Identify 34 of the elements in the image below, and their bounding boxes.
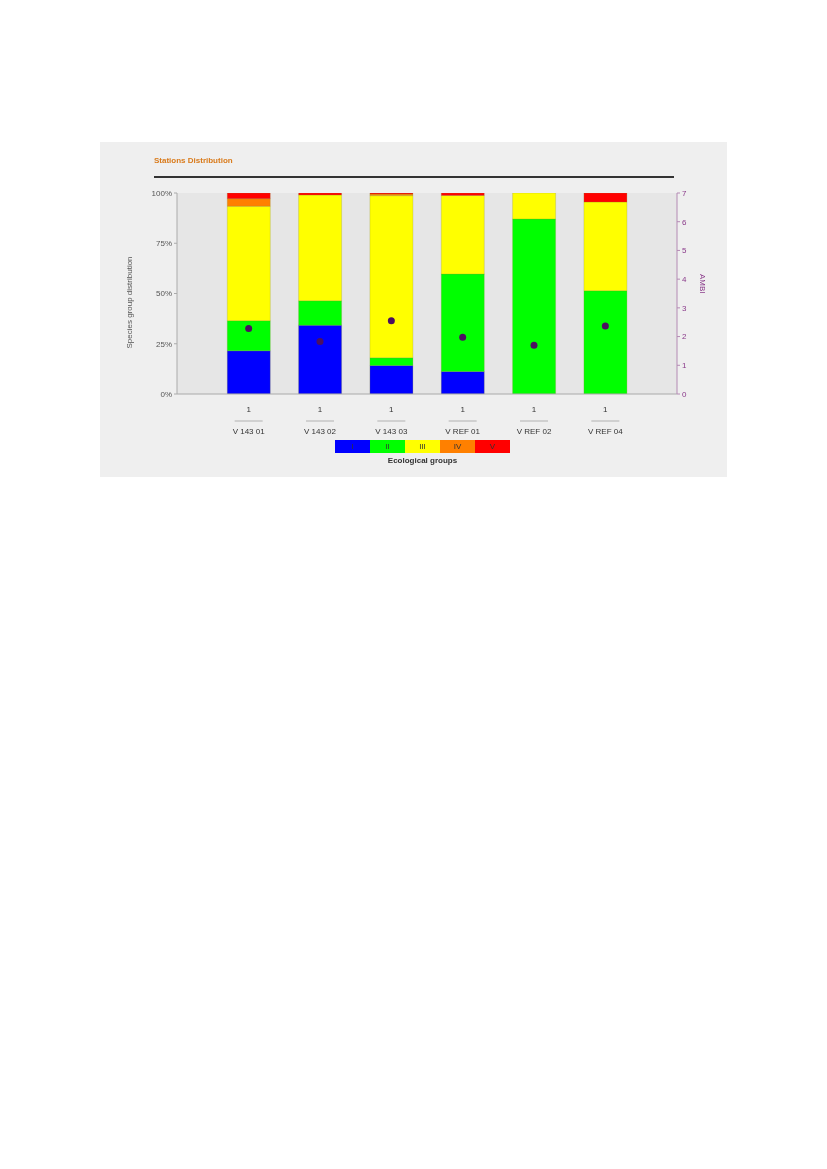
x-tick-label: V 143 01 (232, 427, 266, 436)
y2-tick-label: 2 (682, 332, 687, 342)
y2-axis-title: AMBI (698, 273, 708, 294)
text: 1 (460, 405, 466, 414)
text: 1 (531, 405, 537, 414)
text: III (405, 440, 440, 453)
x-tick-label: V 143 02 (303, 427, 337, 436)
text: 1 (317, 405, 323, 414)
y-axis-title: Species group distribution (124, 256, 134, 349)
y2-tick-label: 7 (682, 188, 687, 198)
text: 1 (603, 405, 609, 414)
x-tick-label: V 143 03 (375, 427, 408, 436)
y-tick-label: 25% (155, 339, 172, 349)
y2-tick-label: 1 (682, 361, 687, 371)
y-tick-label: 50% (155, 289, 172, 299)
y2-tick-label: 0 (682, 389, 687, 399)
y-tick-label: 100% (151, 188, 172, 198)
text: I (335, 440, 370, 453)
y2-tick-label: 6 (682, 217, 687, 227)
text: 1 (246, 405, 252, 414)
text: II (370, 440, 405, 453)
chart-title: Stations Distribution (154, 156, 233, 165)
text: V (475, 440, 510, 453)
x-tick-label: V REF 04 (587, 427, 624, 436)
y-tick-label: 75% (155, 239, 172, 249)
x-tick-label: V REF 02 (516, 427, 552, 436)
text: 1 (389, 405, 395, 414)
y2-tick-label: 5 (682, 246, 687, 256)
x-tick-label: V REF 01 (445, 427, 481, 436)
text: IV (440, 440, 475, 453)
y2-tick-label: 3 (682, 303, 687, 313)
y2-tick-label: 4 (682, 274, 687, 284)
y-tick-label: 0% (160, 389, 172, 399)
legend-title: Ecological groups (386, 456, 459, 465)
